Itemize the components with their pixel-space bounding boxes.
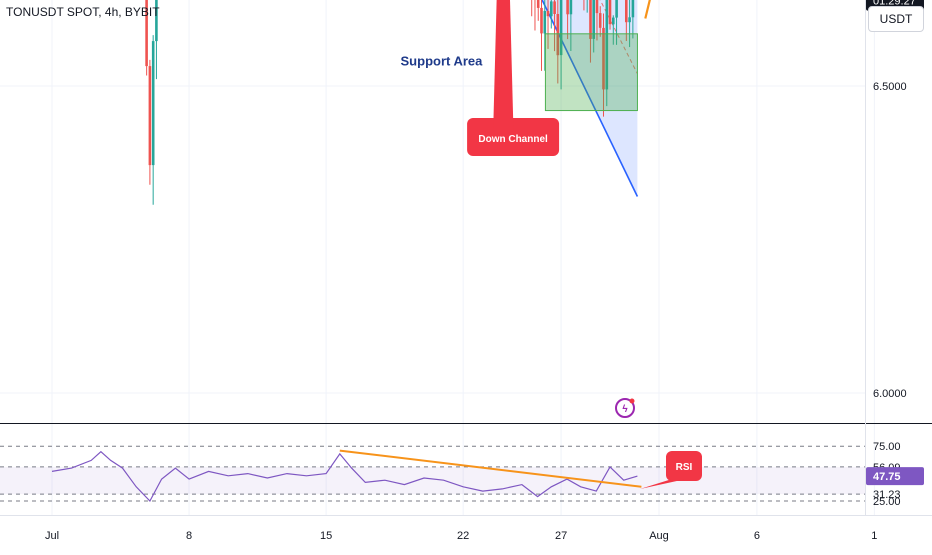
rsi-value-badge [866, 467, 924, 486]
candle-body [556, 14, 560, 56]
candle-body [595, 0, 599, 14]
chart-title: TONUSDT SPOT, 4h, BYBIT [6, 5, 160, 19]
overlays: Support Area Down Channel ϟ [401, 0, 651, 418]
candle-body [566, 0, 569, 15]
candle-body [145, 0, 148, 67]
alert-icon [615, 398, 635, 418]
candle-body [598, 13, 602, 28]
candle-body [628, 17, 631, 23]
down-channel-pointer [492, 0, 515, 154]
countdown-label: 01:29:27 [873, 0, 916, 8]
alert-icon-glyph: ϟ [622, 404, 628, 415]
down-channel [541, 0, 639, 197]
rsi-callout [666, 451, 702, 481]
candle-body [569, 0, 573, 15]
candle-body [155, 0, 158, 42]
rsi-tick-label: 75.00 [873, 441, 901, 453]
candle-body [148, 66, 152, 166]
candle-body [559, 0, 563, 56]
candle-body [546, 10, 550, 17]
rsi-tick-label: 25.00 [873, 496, 901, 508]
time-tick-label: Aug [649, 530, 669, 542]
price-pane-bg [0, 0, 865, 423]
time-tick-label: 8 [186, 530, 192, 542]
support-area-label: Support Area [401, 53, 484, 68]
currency-button[interactable]: USDT [868, 6, 924, 32]
rsi-tick-label: 31.23 [873, 489, 901, 501]
price-tick-label: 6.0000 [873, 388, 907, 400]
down-channel-label: Down Channel [478, 134, 548, 145]
time-tick-label: 6 [754, 530, 760, 542]
time-tick-label: 1 [871, 530, 877, 542]
time-tick-label: 27 [555, 530, 567, 542]
support-area-box [544, 33, 638, 112]
alert-dot [629, 398, 635, 404]
candle-body [151, 41, 155, 166]
candle-body [589, 0, 592, 39]
rsi-pane: RSI [0, 423, 932, 516]
candle-body [540, 7, 543, 34]
candle-body [553, 1, 556, 15]
candle-body [602, 27, 605, 90]
candle-body [543, 10, 547, 34]
rsi-value-label: 47.75 [873, 471, 901, 483]
candle-body [625, 0, 628, 23]
time-tick-label: 15 [320, 530, 332, 542]
rsi-callout-pointer [640, 479, 686, 489]
candles [145, 0, 635, 205]
candle-body [631, 0, 635, 18]
rsi-callout-label: RSI [676, 462, 693, 473]
candle-body [550, 1, 553, 17]
candle-body [605, 0, 609, 90]
candle-body [612, 17, 615, 25]
channel-lower-line [541, 0, 639, 197]
time-tick-label: Jul [45, 530, 59, 542]
price-tick-label: 6.5000 [873, 81, 907, 93]
candle-body [536, 0, 540, 8]
grid [0, 0, 875, 515]
rsi-line [51, 450, 638, 503]
rsi-trendline [339, 449, 642, 488]
candle-body [615, 0, 618, 18]
rsi-band [0, 466, 865, 495]
candle-body [608, 0, 612, 25]
time-tick-label: 22 [457, 530, 469, 542]
candle-body [592, 0, 595, 39]
